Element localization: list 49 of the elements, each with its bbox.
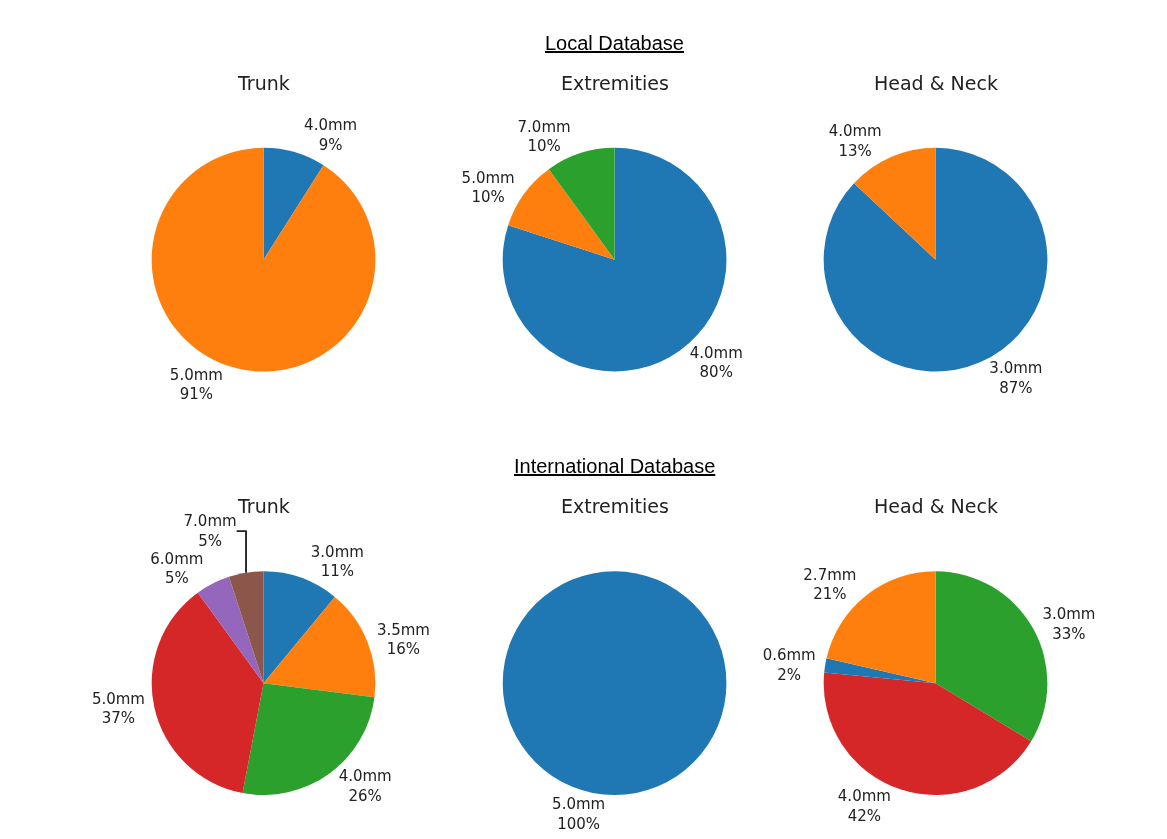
data-label: 100% bbox=[557, 814, 601, 833]
slice-label: 4.0mm bbox=[689, 343, 743, 362]
slice-label: 5.0mm bbox=[552, 795, 606, 814]
data-label: 5% bbox=[198, 531, 222, 550]
data-label: 87% bbox=[999, 378, 1033, 397]
slice-label: 3.0mm bbox=[989, 359, 1043, 378]
pie-slice bbox=[228, 571, 264, 684]
data-label: 26% bbox=[348, 786, 382, 805]
pie-slice bbox=[197, 576, 264, 684]
data-label: 21% bbox=[813, 585, 847, 603]
slice-label: 4.0mm bbox=[338, 767, 392, 786]
slice-label: 4.0mm bbox=[828, 122, 882, 141]
chart-title: Head & Neck bbox=[874, 72, 998, 94]
chart-title: Extremities bbox=[561, 495, 669, 517]
chart-title: Trunk bbox=[237, 72, 290, 94]
slice-label: 4.0mm bbox=[837, 787, 891, 806]
slice-label: 3.0mm bbox=[1042, 605, 1096, 624]
data-label: 10% bbox=[527, 137, 561, 156]
slice-label: 7.0mm bbox=[183, 512, 237, 531]
data-label: 42% bbox=[847, 806, 882, 825]
data-label: 33% bbox=[1052, 624, 1086, 643]
chart-title: Trunk bbox=[237, 495, 290, 517]
chart-title: Head & Neck bbox=[874, 495, 998, 517]
data-label: 91% bbox=[179, 385, 214, 404]
text: Local Database bbox=[545, 32, 684, 54]
slice-label: 5.0mm bbox=[169, 365, 223, 384]
data-label: 16% bbox=[386, 640, 421, 659]
pie-slice bbox=[824, 658, 936, 684]
data-label: 13% bbox=[838, 142, 872, 160]
slice-label: 5.0mm bbox=[461, 168, 515, 187]
data-label: 37% bbox=[101, 709, 136, 728]
data-label: 2% bbox=[777, 665, 802, 684]
slice-label: 3.5mm bbox=[376, 620, 430, 639]
slice-label: 5.0mm bbox=[91, 689, 145, 708]
data-label: 80% bbox=[699, 363, 733, 382]
chart-title: Extremities bbox=[561, 72, 669, 94]
slice-label: 6.0mm bbox=[150, 549, 204, 568]
slice-label: 0.6mm bbox=[762, 646, 816, 665]
pie-slice bbox=[151, 592, 264, 794]
data-label: 10% bbox=[471, 188, 505, 207]
slice-label: 2.7mm bbox=[803, 565, 857, 584]
data-label: 9% bbox=[318, 135, 343, 154]
data-label: 5% bbox=[164, 569, 189, 588]
slice-label: 7.0mm bbox=[517, 117, 571, 136]
slice-label: 4.0mm bbox=[304, 116, 358, 135]
text: International Database bbox=[514, 455, 716, 477]
slice-label: 3.0mm bbox=[310, 542, 364, 561]
data-label: 11% bbox=[320, 562, 355, 581]
pie-slice bbox=[263, 596, 376, 698]
